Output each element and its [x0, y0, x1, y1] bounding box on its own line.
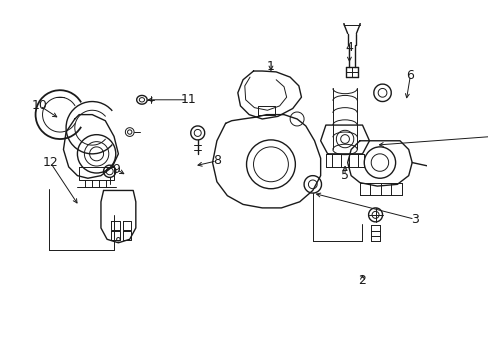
- Text: 12: 12: [42, 156, 58, 169]
- Text: 5: 5: [340, 169, 348, 182]
- Text: 11: 11: [180, 93, 196, 106]
- Text: 1: 1: [266, 60, 274, 73]
- Text: 9: 9: [112, 163, 121, 176]
- Text: 2: 2: [358, 274, 366, 287]
- Text: 3: 3: [410, 213, 418, 226]
- Text: 10: 10: [32, 99, 48, 112]
- Text: 8: 8: [212, 154, 221, 167]
- Text: 4: 4: [345, 41, 353, 54]
- Text: 6: 6: [406, 69, 413, 82]
